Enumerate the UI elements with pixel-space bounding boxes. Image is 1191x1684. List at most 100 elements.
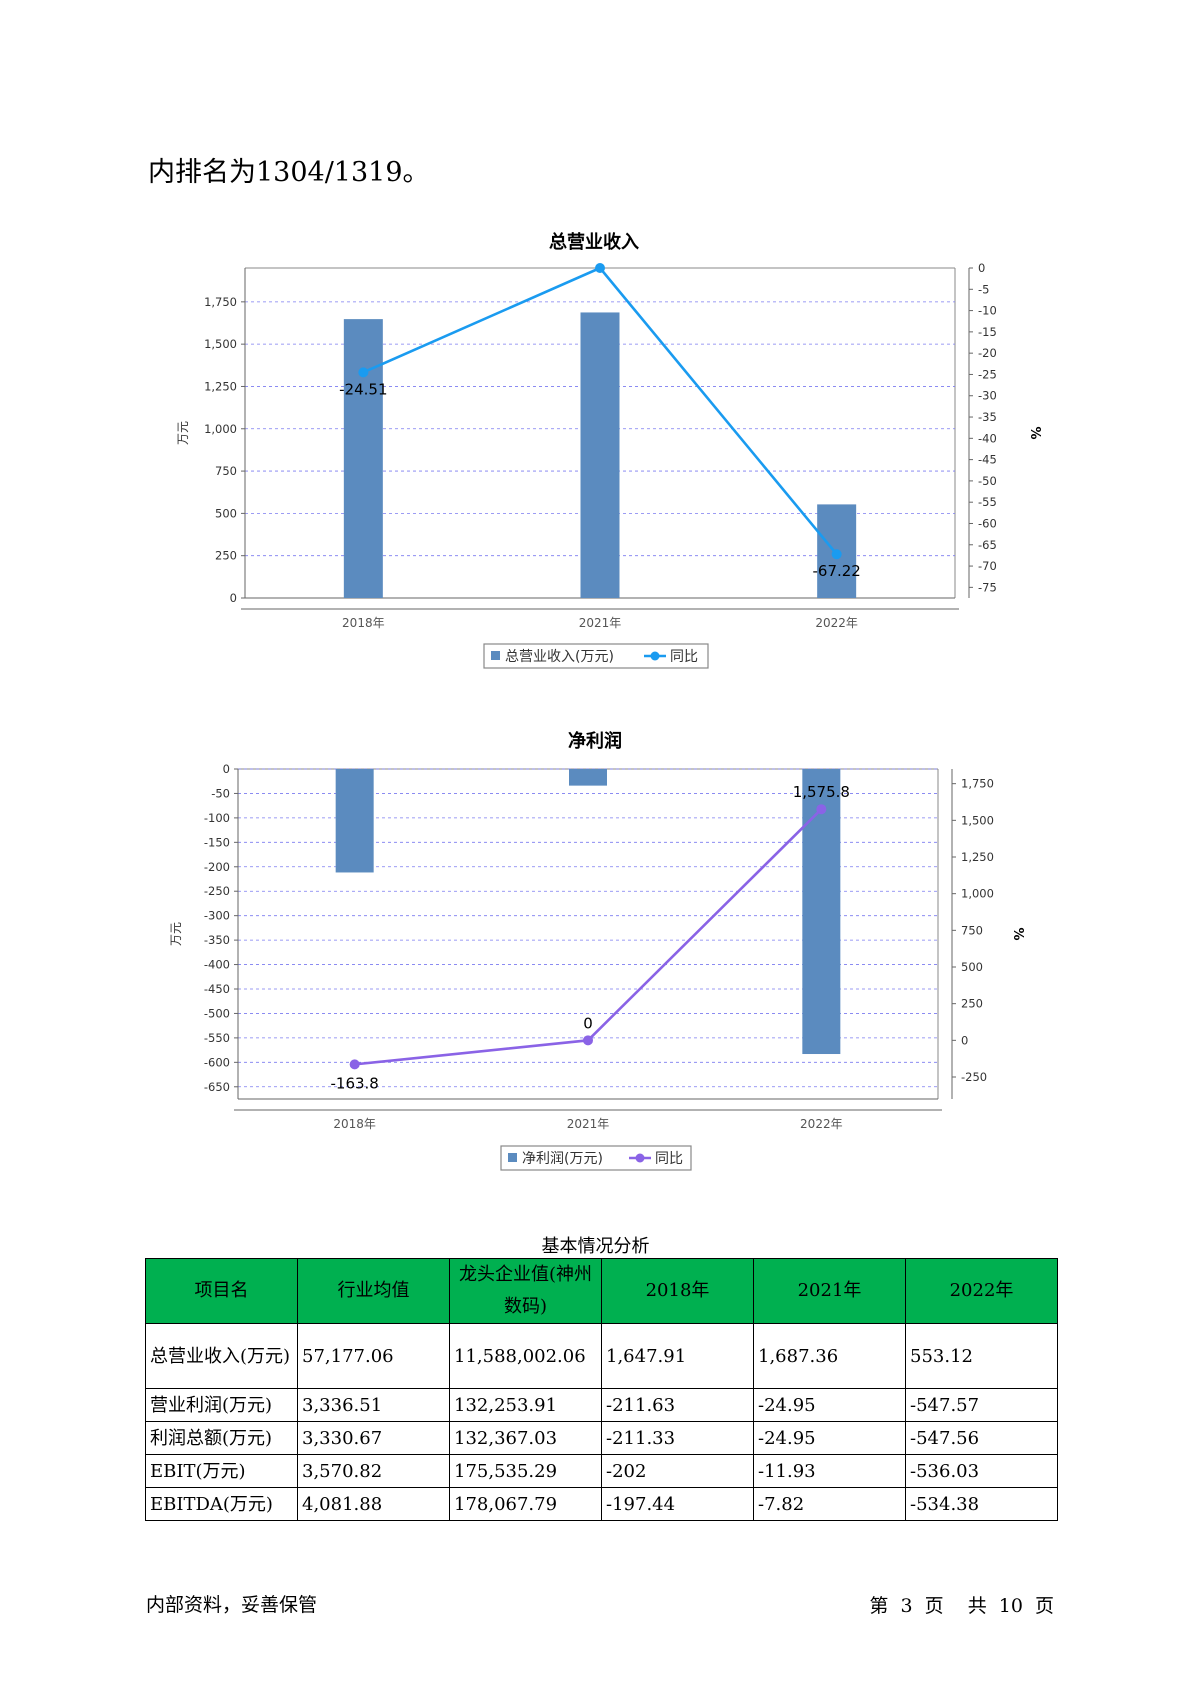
y-right-tick-label: 500 bbox=[961, 960, 983, 974]
x-tick-label: 2022年 bbox=[800, 1117, 843, 1131]
y-right-tick-label: 1,250 bbox=[961, 850, 994, 864]
x-tick-label: 2021年 bbox=[579, 616, 622, 630]
y-right-tick-label: -20 bbox=[978, 346, 997, 360]
table-cell: 175,535.29 bbox=[449, 1454, 602, 1488]
table-cell: 132,253.91 bbox=[449, 1388, 602, 1422]
y-tick-label: 0 bbox=[223, 762, 230, 776]
y-axis-title-left: 万元 bbox=[176, 421, 190, 445]
intro-text: 内排名为1304/1319。 bbox=[148, 157, 430, 188]
legend-bar-label: 总营业收入(万元) bbox=[505, 649, 614, 665]
legend-bar-label: 净利润(万元) bbox=[522, 1151, 603, 1167]
page-current: 3 bbox=[900, 1595, 913, 1617]
x-tick-label: 2018年 bbox=[333, 1117, 376, 1131]
x-tick-label: 2018年 bbox=[342, 616, 385, 630]
table-row: EBIT(万元) 3,570.82 175,535.29 -202 -11.93… bbox=[145, 1454, 1058, 1488]
y-tick-label: -200 bbox=[204, 860, 230, 874]
table-cell: -24.95 bbox=[753, 1421, 906, 1455]
legend-bar-swatch bbox=[491, 651, 500, 660]
table-header-cell: 2018年 bbox=[601, 1258, 754, 1324]
table-cell: -536.03 bbox=[905, 1454, 1058, 1488]
y-right-tick-label: -250 bbox=[961, 1070, 987, 1084]
y-tick-label: -650 bbox=[204, 1080, 230, 1094]
y-tick-label: 1,750 bbox=[204, 295, 237, 309]
y-right-tick-label: 0 bbox=[978, 261, 985, 275]
y-right-tick-label: -70 bbox=[978, 559, 997, 573]
table-row: 营业利润(万元) 3,336.51 132,253.91 -211.63 -24… bbox=[145, 1388, 1058, 1422]
y-tick-label: 1,500 bbox=[204, 337, 237, 351]
table-cell: 4,081.88 bbox=[297, 1487, 450, 1521]
bar bbox=[569, 769, 607, 786]
table-cell: 利润总额(万元) bbox=[145, 1421, 298, 1455]
y-tick-label: -350 bbox=[204, 933, 230, 947]
legend-bar-swatch bbox=[508, 1153, 517, 1162]
y-tick-label: -550 bbox=[204, 1031, 230, 1045]
y-right-tick-label: 1,000 bbox=[961, 887, 994, 901]
footer-confidential: 内部资料，妥善保管 bbox=[146, 1594, 318, 1616]
y-right-tick-label: -75 bbox=[978, 580, 997, 594]
table-row: 总营业收入(万元) 57,177.06 11,588,002.06 1,647.… bbox=[145, 1323, 1058, 1389]
y-tick-label: 1,250 bbox=[204, 379, 237, 393]
table-cell: -197.44 bbox=[601, 1487, 754, 1521]
bar bbox=[802, 769, 841, 1055]
table-cell: 3,330.67 bbox=[297, 1421, 450, 1455]
table-cell: -547.57 bbox=[905, 1388, 1058, 1422]
y-right-tick-label: -65 bbox=[978, 538, 997, 552]
table-caption: 基本情况分析 bbox=[541, 1236, 650, 1257]
x-tick-label: 2022年 bbox=[815, 616, 858, 630]
bar bbox=[335, 769, 374, 873]
table-cell: 1,647.91 bbox=[601, 1323, 754, 1389]
data-label: 1,575.8 bbox=[793, 783, 850, 801]
legend-box bbox=[500, 1145, 692, 1171]
y-tick-label: -450 bbox=[204, 982, 230, 996]
table-header-cell: 行业均值 bbox=[297, 1258, 450, 1324]
y-right-tick-label: -10 bbox=[978, 304, 997, 318]
total-prefix: 共 bbox=[967, 1595, 987, 1617]
y-right-tick-label: -40 bbox=[978, 431, 997, 445]
line-point bbox=[358, 367, 369, 378]
page-prefix: 第 bbox=[869, 1595, 889, 1617]
legend-box bbox=[483, 643, 709, 669]
table-cell: 3,570.82 bbox=[297, 1454, 450, 1488]
table-cell: 11,588,002.06 bbox=[449, 1323, 602, 1389]
line-point bbox=[349, 1059, 360, 1070]
y-right-tick-label: -55 bbox=[978, 495, 997, 509]
data-label: -24.51 bbox=[339, 380, 387, 398]
revenue-chart-title: 总营业收入 bbox=[549, 232, 639, 253]
y-tick-label: 0 bbox=[230, 591, 237, 605]
revenue-chart: 0 250 500 750 1,000 1,250 1,500 1,750 0 -5 -10 -15 -… bbox=[176, 261, 1042, 669]
y-tick-label: 750 bbox=[215, 464, 237, 478]
y-axis-title-left: 万元 bbox=[169, 922, 183, 946]
y-tick-label: -600 bbox=[204, 1055, 230, 1069]
table-row: 利润总额(万元) 3,330.67 132,367.03 -211.33 -24… bbox=[145, 1421, 1058, 1455]
y-tick-label: 1,000 bbox=[204, 422, 237, 436]
line-point bbox=[583, 1035, 593, 1046]
table-cell: -11.93 bbox=[753, 1454, 906, 1488]
y-right-tick-label: 0 bbox=[961, 1033, 968, 1047]
y-right-tick-label: -25 bbox=[978, 367, 997, 381]
bar bbox=[580, 312, 620, 598]
table-cell: -547.56 bbox=[905, 1421, 1058, 1455]
y-right-tick-label: 1,500 bbox=[961, 813, 994, 827]
table-row: EBITDA(万元) 4,081.88 178,067.79 -197.44 -… bbox=[145, 1487, 1058, 1521]
profit-chart-title: 净利润 bbox=[568, 731, 622, 752]
page-mid: 页 bbox=[924, 1595, 944, 1617]
table-cell: -534.38 bbox=[905, 1487, 1058, 1521]
table-cell: 132,367.03 bbox=[449, 1421, 602, 1455]
line-point bbox=[816, 804, 827, 815]
bar bbox=[343, 319, 383, 598]
table-header-cell: 2021年 bbox=[753, 1258, 906, 1324]
y-tick-label: -400 bbox=[204, 958, 230, 972]
table-cell: -211.33 bbox=[601, 1421, 754, 1455]
page-total: 10 bbox=[998, 1595, 1023, 1617]
page-number: 第 3 页 共 10 页 bbox=[863, 1591, 1054, 1618]
data-label: -163.8 bbox=[330, 1074, 378, 1092]
table-cell: -202 bbox=[601, 1454, 754, 1488]
table-header-cell: 龙头企业值(神州数码) bbox=[449, 1258, 602, 1324]
x-tick-label: 2021年 bbox=[567, 1117, 610, 1131]
total-suffix: 页 bbox=[1034, 1595, 1054, 1617]
table-cell: -211.63 bbox=[601, 1388, 754, 1422]
y-tick-label: -300 bbox=[204, 909, 230, 923]
line-point bbox=[595, 263, 605, 273]
table-cell: 3,336.51 bbox=[297, 1388, 450, 1422]
legend-line-label: 同比 bbox=[655, 1151, 683, 1167]
